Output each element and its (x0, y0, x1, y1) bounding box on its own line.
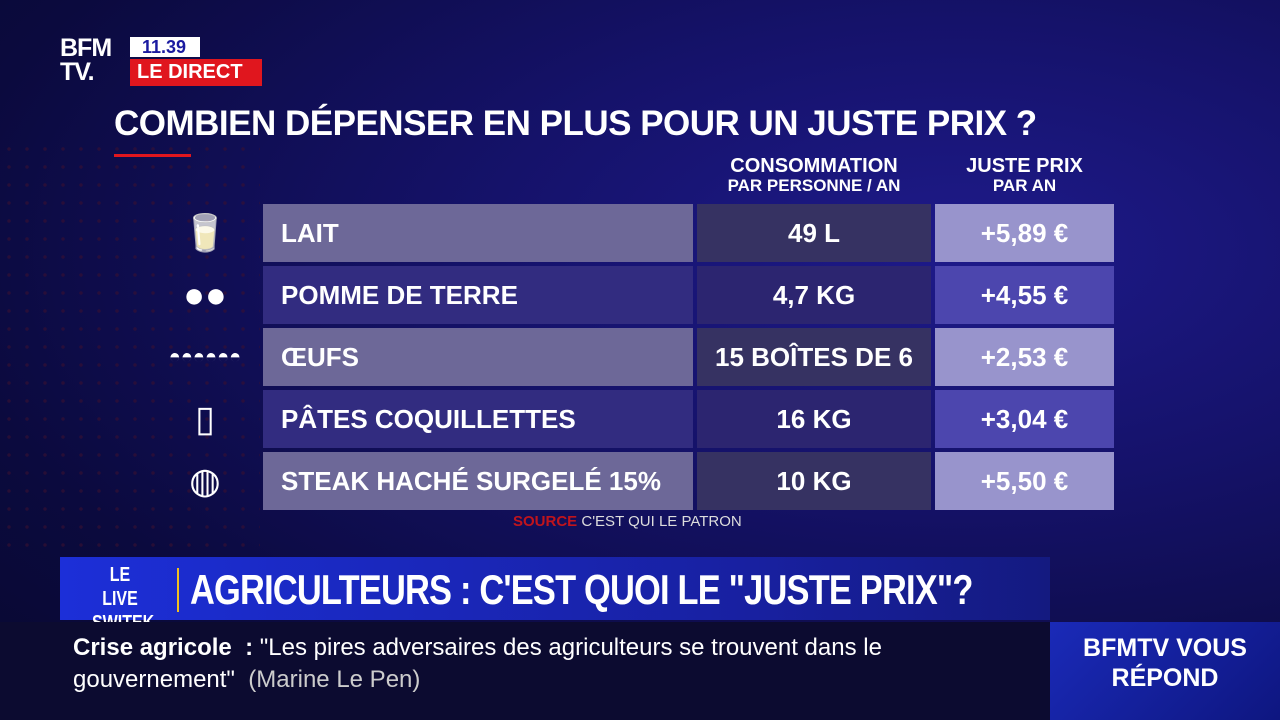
price-cell: +5,50 € (935, 452, 1114, 510)
consumption-cell: 15 BOÎTES DE 6 (697, 328, 931, 386)
headline-banner (60, 557, 1050, 620)
product-cell: LAIT (263, 204, 693, 262)
source-value: C'EST QUI LE PATRON (581, 513, 742, 530)
ticker-topic: Crise agricole (73, 634, 232, 661)
product-cell: STEAK HACHÉ SURGELÉ 15% (263, 452, 693, 510)
product-cell: PÂTES COQUILLETTES (263, 390, 693, 448)
background-pattern (0, 140, 260, 560)
title-underline (114, 154, 191, 157)
price-cell: +4,55 € (935, 266, 1114, 324)
ticker-quote: "Les pires adversaires des agriculteurs … (73, 634, 882, 693)
header-consumption: CONSOMMATION PAR PERSONNE / AN (697, 156, 931, 196)
product-cell: ŒUFS (263, 328, 693, 386)
source-line: SOURCE C'EST QUI LE PATRON (513, 513, 742, 530)
milk-bottle-icon: 🥛 (182, 212, 228, 253)
badge-line: RÉPOND (1111, 664, 1219, 692)
price-cell: +3,04 € (935, 390, 1114, 448)
egg-carton-icon: ◓◓◓◓◓◓ (168, 346, 242, 368)
potato-icon: ●● (183, 274, 227, 315)
header-main: JUSTE PRIX (966, 155, 1083, 177)
header-price: JUSTE PRIX PAR AN (935, 156, 1114, 196)
price-cell: +5,89 € (935, 204, 1114, 262)
source-label: SOURCE (513, 513, 578, 530)
news-ticker (0, 622, 1050, 720)
consumption-cell: 4,7 KG (697, 266, 931, 324)
header-sub: PAR AN (992, 176, 1057, 195)
pasta-bag-icon: ▯ (195, 398, 215, 439)
channel-logo: BFM TV. (60, 34, 112, 86)
headline: AGRICULTEURS : C'EST QUOI LE "JUSTE PRIX… (190, 566, 973, 613)
live-badge: LE DIRECT (130, 59, 262, 86)
graphic-title: COMBIEN DÉPENSER EN PLUS POUR UN JUSTE P… (114, 104, 1037, 143)
header-sub: PAR PERSONNE / AN (727, 176, 901, 195)
steak-icon: ◍ (189, 460, 221, 501)
clock: 11.39 (130, 37, 200, 57)
consumption-cell: 10 KG (697, 452, 931, 510)
bfmtv-vous-repond-badge: BFMTV VOUS RÉPOND (1050, 622, 1280, 720)
consumption-cell: 49 L (697, 204, 931, 262)
banner-separator (177, 568, 179, 612)
ticker-separator: : (245, 634, 254, 661)
consumption-cell: 16 KG (697, 390, 931, 448)
product-cell: POMME DE TERRE (263, 266, 693, 324)
ticker-author: (Marine Le Pen) (248, 666, 421, 693)
price-cell: +2,53 € (935, 328, 1114, 386)
ticker-text: Crise agricole : "Les pires adversaires … (73, 632, 1043, 696)
show-name-line: LE LIVE (102, 564, 138, 610)
badge-line: BFMTV VOUS (1083, 634, 1247, 662)
header-main: CONSOMMATION (730, 155, 898, 177)
